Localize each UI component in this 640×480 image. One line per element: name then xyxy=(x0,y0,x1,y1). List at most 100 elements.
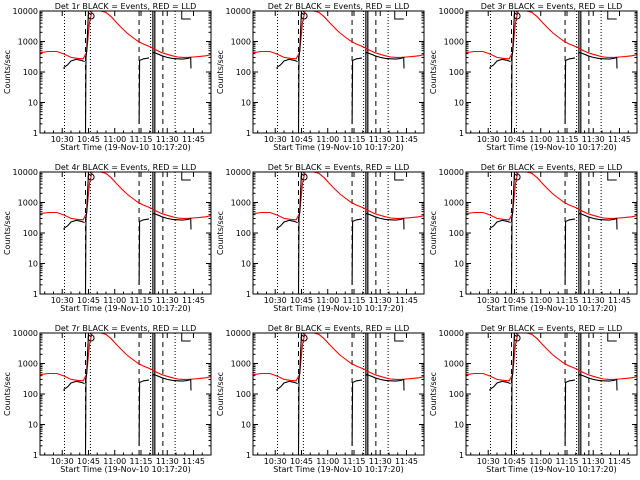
x-tick-label: 10:45 xyxy=(77,457,100,466)
panel-title: Det 5r BLACK = Events, RED = LLD xyxy=(268,163,410,172)
panel-det-9: Det 9r BLACK = Events, RED = LLD Counts/s… xyxy=(429,324,638,474)
plot-frame xyxy=(39,10,212,134)
panel-title: Det 7r BLACK = Events, RED = LLD xyxy=(55,324,197,333)
x-tick-label: 11:15 xyxy=(555,457,578,466)
series-events xyxy=(510,11,525,133)
series-events xyxy=(138,379,150,446)
y-tick-label: 100 xyxy=(236,229,251,238)
x-tick-label: 11:15 xyxy=(129,457,152,466)
y-tick-label: 1 xyxy=(33,451,38,460)
x-axis-label: Start Time (19-Nov-10 10:17:20) xyxy=(273,304,403,313)
series-lld xyxy=(253,333,424,382)
y-tick-label: 10 xyxy=(241,260,251,269)
x-tick-label: 10:45 xyxy=(290,457,313,466)
x-axis-label: Start Time (19-Nov-10 10:17:20) xyxy=(60,143,190,152)
y-tick-label: 1 xyxy=(246,129,251,138)
plot-frame xyxy=(465,332,638,456)
series-lld xyxy=(466,333,637,382)
x-tick-label: 11:30 xyxy=(156,457,179,466)
y-axis-label: Counts/sec xyxy=(3,372,12,416)
panel-det-7: Det 7r BLACK = Events, RED = LLD Counts/s… xyxy=(3,324,212,474)
series-events xyxy=(138,218,150,285)
series-events xyxy=(138,57,150,124)
series-events xyxy=(365,212,405,230)
plot-frame xyxy=(252,332,425,456)
x-axis-label: Start Time (19-Nov-10 10:17:20) xyxy=(273,143,403,152)
x-tick-label: 10:45 xyxy=(503,135,526,144)
series-events xyxy=(489,219,511,230)
series-events xyxy=(564,379,576,446)
y-tick-label: 1000 xyxy=(18,199,38,208)
plot-area xyxy=(253,333,424,455)
series-events xyxy=(351,57,363,124)
x-tick-label: 10:45 xyxy=(290,296,313,305)
series-events xyxy=(84,172,99,294)
x-tick-label: 11:45 xyxy=(608,296,631,305)
y-tick-label: 1000 xyxy=(231,360,251,369)
x-tick-label: 11:30 xyxy=(582,457,605,466)
y-axis-label: Counts/sec xyxy=(429,372,438,416)
y-tick-label: 1000 xyxy=(18,38,38,47)
series-lld xyxy=(253,11,424,60)
x-tick-label: 10:45 xyxy=(77,296,100,305)
x-tick-label: 11:45 xyxy=(182,457,205,466)
x-axis-label: Start Time (19-Nov-10 10:17:20) xyxy=(486,465,616,474)
x-tick-label: 10:30 xyxy=(51,457,74,466)
series-events xyxy=(276,58,298,69)
x-tick-label: 11:45 xyxy=(395,296,418,305)
plot-area xyxy=(466,11,637,133)
series-events xyxy=(297,333,312,455)
y-tick-label: 1 xyxy=(33,129,38,138)
y-tick-label: 1 xyxy=(246,451,251,460)
x-tick-label: 10:30 xyxy=(264,457,287,466)
panel-title: Det 9r BLACK = Events, RED = LLD xyxy=(481,324,623,333)
series-events xyxy=(578,51,618,69)
x-tick-label: 11:00 xyxy=(103,296,126,305)
y-tick-label: 10000 xyxy=(13,7,38,16)
panel-title: Det 4r BLACK = Events, RED = LLD xyxy=(55,163,197,172)
series-events xyxy=(63,380,85,391)
y-tick-label: 10 xyxy=(241,99,251,108)
x-tick-label: 10:30 xyxy=(477,457,500,466)
y-tick-label: 100 xyxy=(23,390,38,399)
x-tick-label: 10:30 xyxy=(477,135,500,144)
x-tick-label: 11:30 xyxy=(582,135,605,144)
series-events xyxy=(489,58,511,69)
series-events xyxy=(152,373,192,391)
x-tick-label: 10:30 xyxy=(51,135,74,144)
plot-frame xyxy=(465,10,638,134)
series-events xyxy=(63,219,85,230)
series-events xyxy=(578,212,618,230)
series-events xyxy=(489,380,511,391)
y-tick-label: 1 xyxy=(459,129,464,138)
x-tick-label: 11:00 xyxy=(103,457,126,466)
x-tick-label: 11:00 xyxy=(529,296,552,305)
y-tick-label: 100 xyxy=(449,229,464,238)
y-tick-label: 10000 xyxy=(13,168,38,177)
x-tick-label: 11:00 xyxy=(529,135,552,144)
bracket-marker xyxy=(181,172,191,181)
series-events xyxy=(152,212,192,230)
y-tick-label: 100 xyxy=(236,68,251,77)
plot-frame xyxy=(465,171,638,295)
series-lld xyxy=(40,172,211,221)
y-axis-label: Counts/sec xyxy=(216,211,225,255)
x-tick-label: 11:45 xyxy=(395,457,418,466)
x-tick-label: 11:15 xyxy=(129,296,152,305)
y-axis-label: Counts/sec xyxy=(429,50,438,94)
y-tick-label: 1000 xyxy=(18,360,38,369)
y-tick-label: 1 xyxy=(246,290,251,299)
panel-det-8: Det 8r BLACK = Events, RED = LLD Counts/s… xyxy=(216,324,425,474)
x-tick-label: 11:45 xyxy=(182,135,205,144)
series-events xyxy=(351,379,363,446)
series-lld xyxy=(466,11,637,60)
y-tick-label: 1000 xyxy=(231,199,251,208)
panel-det-3: Det 3r BLACK = Events, RED = LLD Counts/s… xyxy=(429,2,638,152)
x-tick-label: 11:15 xyxy=(555,296,578,305)
x-axis-label: Start Time (19-Nov-10 10:17:20) xyxy=(486,304,616,313)
bracket-marker xyxy=(181,333,191,342)
y-tick-label: 10 xyxy=(454,421,464,430)
panel-det-6: Det 6r BLACK = Events, RED = LLD Counts/s… xyxy=(429,163,638,313)
panel-title: Det 2r BLACK = Events, RED = LLD xyxy=(268,2,410,11)
x-tick-label: 11:00 xyxy=(103,135,126,144)
